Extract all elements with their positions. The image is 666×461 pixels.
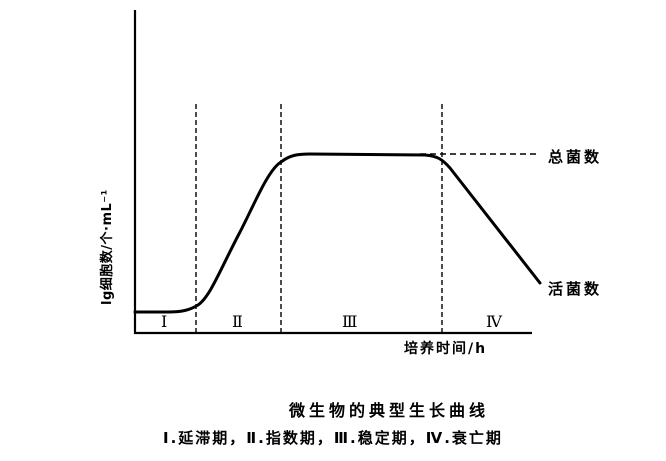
viable-count-label: 活菌数: [548, 280, 603, 298]
chart-title: 微生物的典型生长曲线: [0, 397, 666, 421]
viable-count-curve: [133, 152, 542, 314]
phase-label-1: Ⅰ: [161, 312, 168, 331]
y-axis-label: lg细胞数/个·mL⁻¹: [100, 189, 115, 305]
phase-label-4: Ⅳ: [486, 312, 502, 331]
chart-title-text: 微生物的典型生长曲线: [288, 401, 489, 420]
phase-label-3: Ⅲ: [342, 312, 358, 331]
chart-caption: Ⅰ.延滞期，Ⅱ.指数期，Ⅲ.稳定期，Ⅳ.衰亡期: [163, 429, 503, 447]
phase-label-2: Ⅱ: [232, 312, 243, 331]
x-axis-label: 培养时间/h: [404, 341, 488, 357]
total-count-label: 总菌数: [548, 148, 603, 166]
